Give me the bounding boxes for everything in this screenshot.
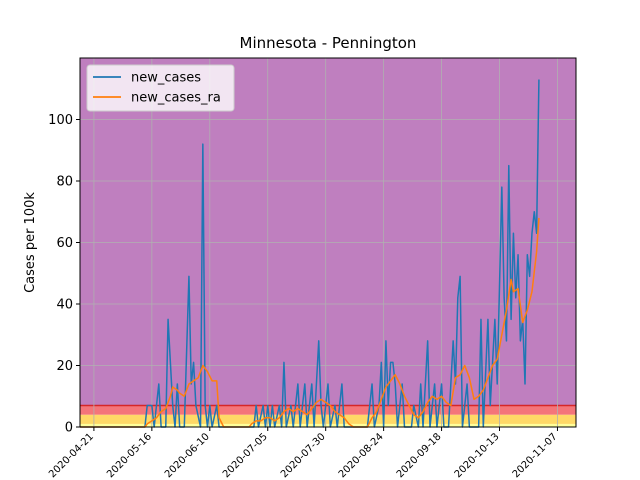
x-tick-label: 2020-09-18 bbox=[395, 431, 444, 480]
x-tick-label: 2020-04-21 bbox=[47, 431, 96, 480]
chart-title: Minnesota - Pennington bbox=[240, 34, 417, 52]
x-tick-label: 2020-07-05 bbox=[221, 431, 270, 480]
legend-box bbox=[86, 64, 235, 112]
x-tick-label: 2020-07-30 bbox=[279, 431, 328, 480]
band-1 bbox=[80, 414, 576, 424]
x-tick-label: 2020-10-13 bbox=[453, 431, 502, 480]
legend-label-new_cases: new_cases bbox=[131, 71, 201, 86]
band-2 bbox=[80, 405, 576, 415]
legend: new_cases new_cases_ra bbox=[86, 64, 235, 112]
y-tick-label: 20 bbox=[56, 359, 73, 374]
x-tick-label: 2020-05-16 bbox=[105, 431, 154, 480]
y-axis-ticks: 0 20 40 60 80 100 bbox=[48, 113, 80, 436]
y-tick-label: 80 bbox=[56, 175, 73, 190]
x-axis-ticks: 2020-04-21 2020-05-16 2020-06-10 2020-07-05… bbox=[47, 427, 560, 480]
series-line-new_cases_ra bbox=[80, 217, 540, 428]
x-tick-label: 2020-06-10 bbox=[163, 431, 212, 480]
x-tick-label: 2020-08-24 bbox=[337, 431, 386, 480]
y-tick-label: 60 bbox=[56, 236, 73, 251]
band-0 bbox=[80, 423, 576, 427]
x-tick-label: 2020-11-07 bbox=[511, 431, 560, 480]
y-tick-label: 0 bbox=[65, 421, 73, 436]
y-tick-label: 40 bbox=[56, 298, 73, 313]
y-tick-label: 100 bbox=[48, 113, 73, 128]
y-axis-label: Cases per 100k bbox=[23, 192, 38, 293]
legend-label-new_cases_ra: new_cases_ra bbox=[131, 91, 221, 106]
grid-lines bbox=[80, 58, 576, 428]
